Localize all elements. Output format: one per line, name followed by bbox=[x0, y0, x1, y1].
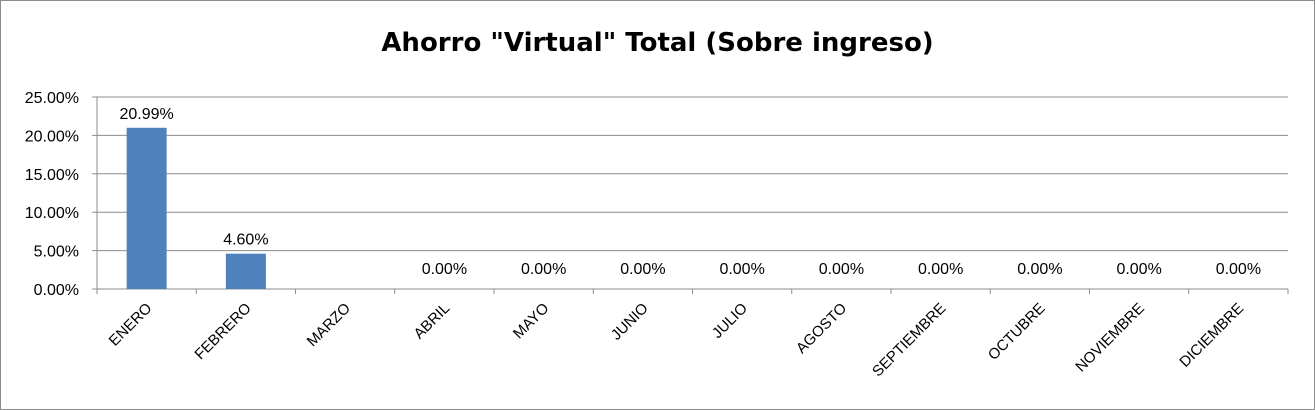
chart-title: Ahorro "Virtual" Total (Sobre ingreso) bbox=[381, 28, 934, 58]
y-tick-label: 5.00% bbox=[34, 244, 79, 261]
x-category-label: FEBRERO bbox=[191, 300, 254, 363]
data-label: 0.00% bbox=[521, 261, 566, 278]
x-category-label: DICIEMBRE bbox=[1176, 300, 1247, 371]
data-label: 20.99% bbox=[119, 106, 173, 123]
data-label: 0.00% bbox=[1216, 261, 1261, 278]
y-tick-label: 20.00% bbox=[25, 128, 79, 145]
x-category-label: OCTUBRE bbox=[985, 300, 1049, 364]
data-label: 0.00% bbox=[1116, 261, 1161, 278]
data-label: 4.60% bbox=[223, 232, 268, 249]
data-label: 0.00% bbox=[620, 261, 665, 278]
bar bbox=[225, 253, 266, 289]
x-category-label: ENERO bbox=[106, 300, 156, 350]
x-category-label: JUNIO bbox=[608, 300, 652, 344]
y-tick-label: 15.00% bbox=[25, 167, 79, 184]
data-label: 0.00% bbox=[819, 261, 864, 278]
x-category-label: JULIO bbox=[709, 300, 751, 342]
data-label: 0.00% bbox=[1017, 261, 1062, 278]
data-label: 0.00% bbox=[719, 261, 764, 278]
y-tick-label: 25.00% bbox=[25, 90, 79, 107]
y-tick-label: 0.00% bbox=[34, 282, 79, 299]
data-label: 0.00% bbox=[422, 261, 467, 278]
x-category-label: MARZO bbox=[304, 300, 354, 350]
x-category-label: ABRIL bbox=[411, 300, 454, 343]
bar bbox=[126, 127, 167, 289]
x-category-label: NOVIEMBRE bbox=[1072, 300, 1148, 376]
x-category-label: AGOSTO bbox=[793, 300, 850, 357]
x-category-label: SEPTIEMBRE bbox=[869, 300, 949, 380]
y-tick-label: 10.00% bbox=[25, 205, 79, 222]
x-category-label: MAYO bbox=[510, 300, 552, 342]
data-label: 0.00% bbox=[918, 261, 963, 278]
